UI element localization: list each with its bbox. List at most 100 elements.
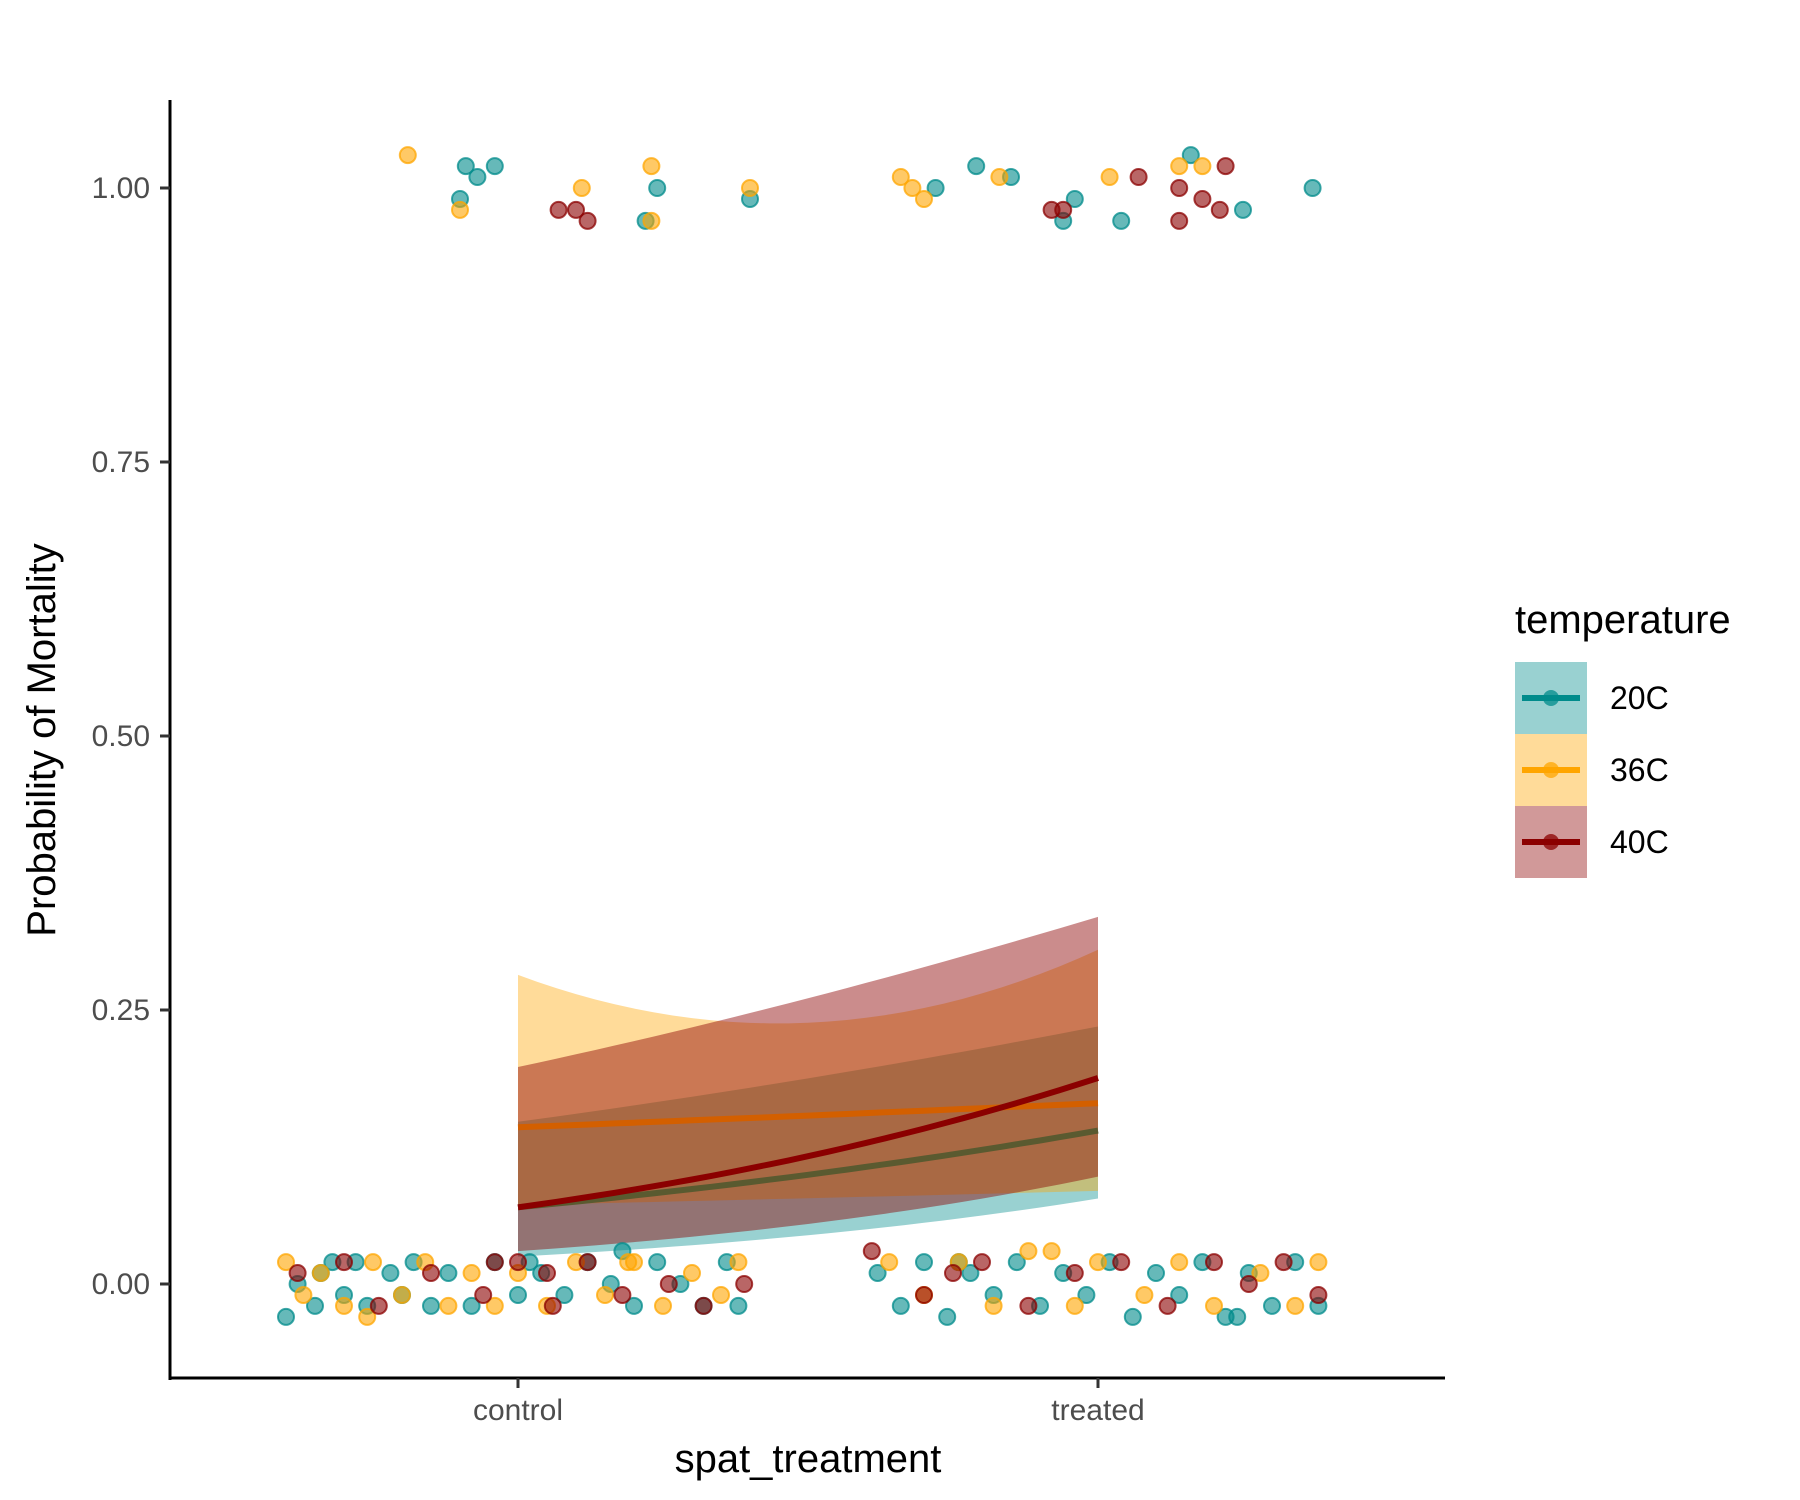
- legend-point: [1543, 690, 1559, 706]
- point-36C: [990, 168, 1009, 186]
- legend-key-20C: 20C: [1515, 662, 1669, 734]
- x-tick-label: control: [473, 1394, 563, 1427]
- point-40C: [862, 1242, 881, 1261]
- point-40C: [369, 1296, 388, 1315]
- point-40C: [944, 1264, 962, 1282]
- point-40C: [1170, 211, 1189, 230]
- point-36C: [462, 1264, 481, 1282]
- point-20C: [1234, 200, 1252, 219]
- point-20C: [926, 179, 945, 197]
- fit-line-40C: [517, 1075, 1099, 1211]
- point-20C: [1007, 1253, 1026, 1272]
- points-layer: [277, 146, 1328, 1326]
- point-20C: [1112, 211, 1131, 230]
- point-40C: [1210, 200, 1229, 219]
- point-40C: [659, 1275, 678, 1293]
- point-40C: [567, 200, 585, 219]
- point-20C: [1303, 179, 1322, 197]
- point-20C: [729, 1296, 748, 1315]
- point-40C: [509, 1253, 527, 1272]
- point-20C: [967, 157, 986, 176]
- point-20C: [1170, 1286, 1189, 1304]
- point-40C: [1216, 157, 1235, 176]
- point-36C: [1170, 1253, 1189, 1272]
- ribbons-layer: [518, 916, 1098, 1257]
- point-36C: [619, 1253, 638, 1272]
- point-36C: [393, 1286, 411, 1304]
- point-40C: [1274, 1253, 1293, 1272]
- point-40C: [543, 1296, 562, 1315]
- point-40C: [1309, 1286, 1328, 1304]
- point-36C: [1205, 1296, 1223, 1315]
- point-36C: [1251, 1264, 1270, 1282]
- point-20C: [625, 1296, 643, 1315]
- point-36C: [1100, 168, 1119, 186]
- point-36C: [485, 1296, 504, 1315]
- point-40C: [1112, 1253, 1131, 1272]
- point-20C: [439, 1264, 458, 1282]
- point-36C: [891, 168, 910, 186]
- y-tick-label: 1.00: [92, 172, 150, 205]
- point-36C: [729, 1253, 748, 1272]
- point-36C: [915, 190, 933, 208]
- fit-line-20C: [517, 1127, 1099, 1211]
- point-36C: [1170, 157, 1189, 176]
- point-40C: [474, 1286, 493, 1304]
- y-tick-label: 0.50: [92, 720, 150, 753]
- point-40C: [1158, 1296, 1177, 1315]
- legend-label: 40C: [1610, 824, 1669, 860]
- point-36C: [654, 1296, 672, 1315]
- y-tick-label: 0.75: [92, 446, 150, 479]
- point-20C: [648, 1253, 667, 1272]
- point-40C: [613, 1286, 632, 1304]
- point-20C: [509, 1286, 527, 1304]
- legend-title: temperature: [1515, 598, 1731, 642]
- point-40C: [335, 1253, 353, 1272]
- fit-lines-layer: [517, 1075, 1099, 1211]
- point-36C: [903, 179, 922, 197]
- point-40C: [1129, 168, 1148, 186]
- point-40C: [578, 211, 597, 230]
- point-20C: [1181, 146, 1200, 165]
- point-40C: [485, 1253, 504, 1272]
- ribbon-20C: [518, 1026, 1098, 1257]
- x-tick-label: treated: [1051, 1394, 1144, 1427]
- point-40C: [1239, 1275, 1258, 1293]
- point-40C: [549, 200, 568, 219]
- point-40C: [538, 1264, 556, 1282]
- point-20C: [1147, 1264, 1165, 1282]
- point-36C: [741, 179, 759, 197]
- point-36C: [984, 1296, 1003, 1315]
- point-36C: [364, 1253, 382, 1272]
- point-20C: [555, 1286, 574, 1304]
- point-20C: [891, 1296, 910, 1315]
- ribbon-40C: [518, 916, 1098, 1252]
- point-36C: [294, 1286, 313, 1304]
- point-36C: [572, 179, 591, 197]
- point-36C: [642, 211, 661, 230]
- point-40C: [694, 1296, 713, 1315]
- point-36C: [1089, 1253, 1107, 1272]
- point-40C: [578, 1253, 597, 1272]
- x-axis: control treated: [170, 1376, 1445, 1427]
- point-20C: [915, 1253, 933, 1272]
- point-36C: [451, 200, 469, 219]
- point-36C: [335, 1296, 353, 1315]
- point-36C: [1065, 1296, 1084, 1315]
- x-ticks: control treated: [473, 1378, 1145, 1427]
- y-ticks: 0.00 0.25 0.50 0.75 1.00: [92, 172, 170, 1301]
- point-40C: [1019, 1296, 1038, 1315]
- point-20C: [456, 157, 475, 176]
- point-40C: [1170, 179, 1189, 197]
- point-20C: [468, 168, 487, 186]
- point-36C: [1019, 1242, 1038, 1261]
- point-20C: [868, 1264, 887, 1282]
- y-axis: 0.00 0.25 0.50 0.75 1.00: [92, 100, 172, 1380]
- point-36C: [1309, 1253, 1328, 1272]
- point-40C: [1193, 190, 1212, 208]
- point-36C: [358, 1307, 377, 1326]
- point-20C: [938, 1307, 957, 1326]
- point-40C: [973, 1253, 991, 1272]
- point-40C: [735, 1275, 754, 1293]
